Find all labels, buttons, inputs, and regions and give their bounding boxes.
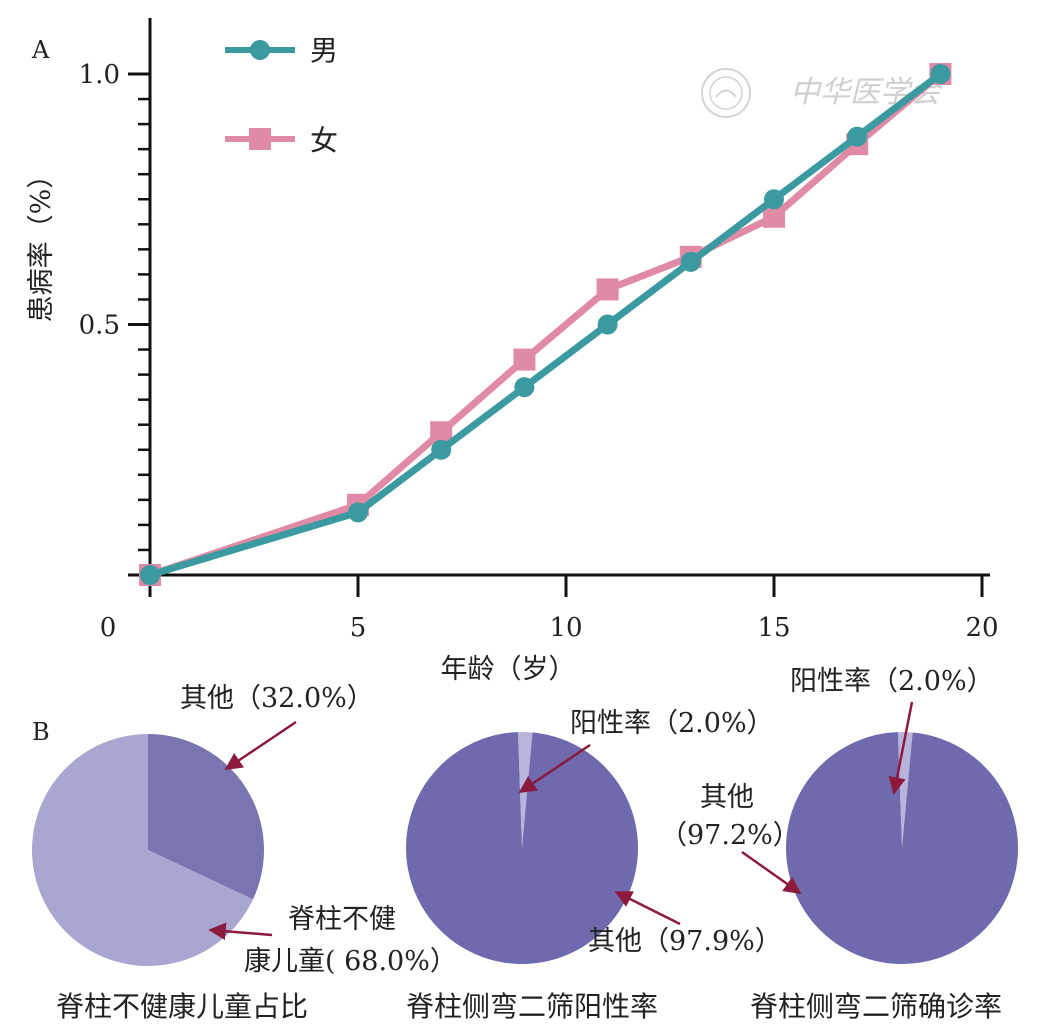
legend-label-male: 男 — [310, 34, 338, 67]
x-axis-title: 年龄（岁） — [441, 654, 576, 685]
pie1-label-unhealthy-line2: 康儿童( 68.0%） — [244, 946, 457, 977]
data-point — [431, 439, 452, 460]
pie-charts: B 其他（32.0%） 脊柱不健 康儿童( 68.0%） 脊柱不健康儿童占比 阳… — [31, 666, 1018, 1023]
legend: 男 女 — [225, 34, 338, 157]
series-male — [140, 64, 951, 585]
pie2-title: 脊柱侧弯二筛阳性率 — [406, 990, 658, 1023]
pie-chart-3: 阳性率（2.0%） 其他 （97.2%） 脊柱侧弯二筛确诊率 — [660, 666, 1018, 1023]
pie3-arrow-other — [741, 850, 802, 895]
x-tick-label: 10 — [549, 613, 582, 643]
pie-slice — [148, 734, 264, 900]
pie1-label-other: 其他（32.0%） — [180, 683, 374, 714]
pie1-title: 脊柱不健康儿童占比 — [56, 990, 308, 1023]
pie3-title: 脊柱侧弯二筛确诊率 — [750, 990, 1002, 1023]
pie1-label-unhealthy-line1: 脊柱不健 — [288, 904, 396, 935]
panel-label-a: A — [31, 36, 50, 64]
pie2-arrow-other — [614, 890, 681, 926]
pie3-label-other-line2: （97.2%） — [660, 820, 800, 851]
pie-slice — [786, 732, 1018, 965]
watermark-seal-icon — [701, 68, 751, 118]
pie1-arrow-unhealthy — [208, 922, 273, 940]
pie3-label-positive: 阳性率（2.0%） — [790, 666, 994, 697]
data-point — [680, 251, 701, 272]
pie-chart-1: 其他（32.0%） 脊柱不健 康儿童( 68.0%） 脊柱不健康儿童占比 — [31, 683, 457, 1023]
data-point — [430, 421, 453, 444]
x-tick-label: 0 — [100, 613, 117, 643]
pie2-label-other: 其他（97.9%） — [588, 926, 782, 957]
legend-marker-female — [249, 128, 271, 150]
data-point — [763, 205, 785, 228]
x-tick-label: 20 — [965, 613, 998, 643]
x-tick-label: 15 — [757, 613, 790, 643]
pie1-arrow-other — [224, 720, 297, 771]
data-point — [513, 348, 536, 371]
data-point — [514, 377, 535, 398]
pie2-label-positive: 阳性率（2.0%） — [570, 708, 774, 739]
legend-label-female: 女 — [310, 124, 338, 157]
y-tick-label: 1.0 — [79, 60, 120, 90]
y-axis-title: 患病率（%） — [26, 162, 57, 323]
pie-chart-2: 阳性率（2.0%） 其他（97.9%） 脊柱侧弯二筛阳性率 — [406, 708, 782, 1023]
pie-slice — [31, 734, 253, 966]
data-point — [140, 565, 160, 585]
line-chart: A 中华医学会 0.51.00 5 10 15 20 患病率（%） 年龄（岁） 男 女 — [26, 18, 999, 685]
pie-slice — [405, 732, 638, 965]
data-point — [764, 189, 784, 210]
pie3-arrow-positive — [888, 701, 914, 795]
y-tick-label: 0.5 — [79, 311, 120, 341]
legend-marker-male — [250, 40, 270, 60]
pie3-label-other-line1: 其他 — [700, 782, 754, 813]
data-point — [847, 126, 868, 147]
data-point — [597, 314, 618, 335]
panel-label-b: B — [32, 718, 50, 746]
data-point — [348, 502, 368, 523]
x-tick-label: 5 — [350, 613, 367, 643]
data-point — [596, 278, 619, 301]
data-point — [930, 64, 951, 84]
pie2-arrow-positive — [518, 743, 591, 794]
